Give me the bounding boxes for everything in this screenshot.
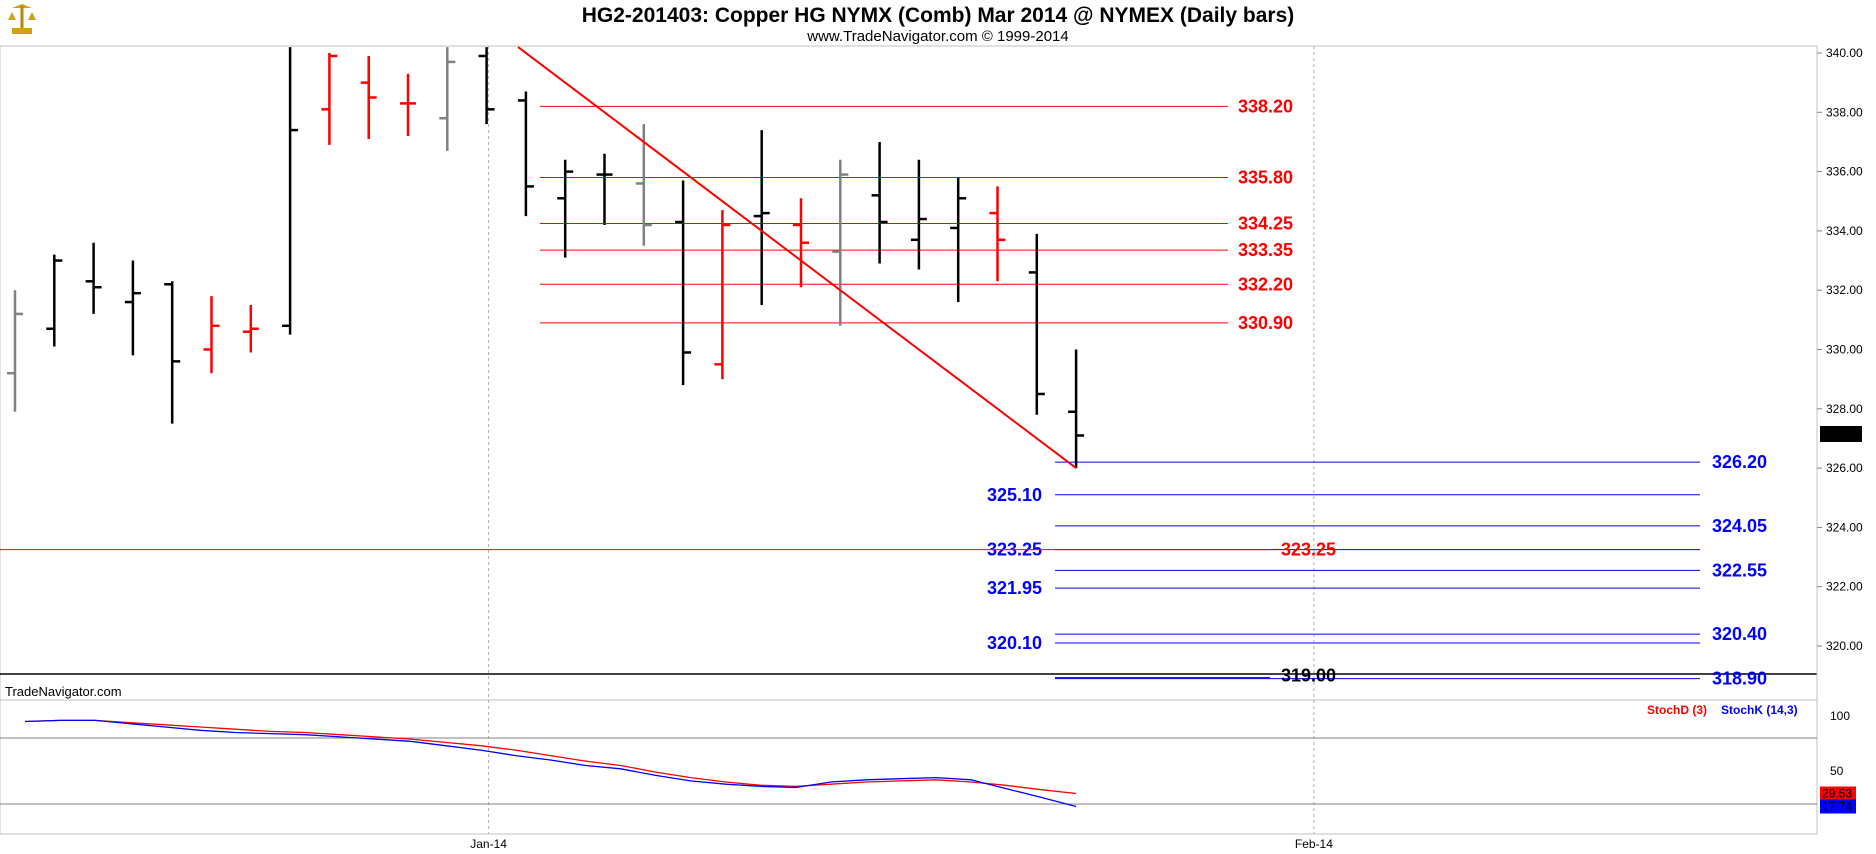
legend-stoch-d: StochD (3) xyxy=(1647,703,1707,717)
ohlc-bar xyxy=(950,177,967,303)
stoch-tick-label: 50 xyxy=(1830,764,1844,778)
price-tick-label: 324.00 xyxy=(1826,520,1863,534)
x-axis: Jan-14 Feb-14 xyxy=(0,833,1817,851)
price-tick-label: 340.00 xyxy=(1826,46,1863,60)
price-tick-label: 320.00 xyxy=(1826,639,1863,653)
ohlc-bar xyxy=(85,242,102,314)
price-tick-label: 322.00 xyxy=(1826,580,1863,594)
blue-level-label: 325.10 xyxy=(987,485,1042,505)
ohlc-bar xyxy=(439,47,456,151)
ohlc-bar xyxy=(1068,349,1085,469)
blue-level-label: 324.05 xyxy=(1712,516,1767,536)
x-tick-label: Feb-14 xyxy=(1295,837,1333,851)
ohlc-bar xyxy=(910,159,927,270)
red-level-label: 332.20 xyxy=(1238,274,1293,294)
ohlc-bar xyxy=(675,180,692,386)
stoch-k-last-marker xyxy=(1820,799,1856,814)
ohlc-bar xyxy=(714,210,731,380)
red-level-label: 335.80 xyxy=(1238,168,1293,188)
red-level-label: 334.25 xyxy=(1238,213,1293,233)
ohlc-bar xyxy=(164,281,181,424)
blue-level-label: 320.40 xyxy=(1712,624,1767,644)
price-bars xyxy=(7,47,1085,469)
last-price-marker xyxy=(1820,426,1862,443)
ohlc-bar xyxy=(242,305,259,353)
ohlc-bar xyxy=(793,198,809,288)
ohlc-bar xyxy=(557,159,574,258)
price-tick-label: 332.00 xyxy=(1826,283,1863,297)
ohlc-bar xyxy=(753,130,770,306)
ohlc-bar xyxy=(517,91,534,217)
vertical-gridlines xyxy=(488,46,1315,834)
ohlc-bar xyxy=(400,73,416,137)
ohlc-bar xyxy=(1028,233,1045,415)
extra-level-label: 319.00 xyxy=(1281,666,1336,686)
ohlc-bar xyxy=(596,153,613,225)
red-horizontal-label: 323.25 xyxy=(1281,540,1336,560)
price-axis: 340.00 338.00 336.00 334.00 332.00 330.00 328.… xyxy=(1816,46,1863,834)
x-tick-label: Jan-14 xyxy=(470,837,507,851)
red-level-label: 330.90 xyxy=(1238,313,1293,333)
stoch-k-last-label: 17.74 xyxy=(1822,799,1852,813)
ohlc-bar xyxy=(7,290,23,412)
ohlc-bar xyxy=(203,296,220,374)
ohlc-bar xyxy=(46,254,63,347)
legend-stoch-k: StochK (14,3) xyxy=(1721,703,1798,717)
price-levels: 338.20 335.80 334.25 333.35 332.20 330.90 326.… xyxy=(0,96,1767,689)
blue-level-label: 322.55 xyxy=(1712,560,1767,580)
trendline-layer xyxy=(517,46,1077,469)
blue-level-label: 321.95 xyxy=(987,578,1042,598)
stoch-k-line xyxy=(24,719,1077,808)
price-tick-label: 326.00 xyxy=(1826,461,1863,475)
blue-level-label: 318.90 xyxy=(1712,669,1767,689)
price-tick-label: 330.00 xyxy=(1826,343,1863,357)
price-tick-label: 338.00 xyxy=(1826,105,1863,119)
stoch-tick-label: 100 xyxy=(1830,709,1850,723)
ohlc-bar xyxy=(282,47,299,335)
ohlc-bar xyxy=(360,55,377,139)
trendline xyxy=(517,46,1077,469)
stoch-d-last-label: 29.53 xyxy=(1822,787,1852,801)
price-tick-label: 336.00 xyxy=(1826,165,1863,179)
ohlc-bar xyxy=(832,159,849,326)
ohlc-bar xyxy=(871,141,888,264)
stoch-d-last-marker xyxy=(1820,786,1856,801)
blue-level-label: 326.20 xyxy=(1712,452,1767,472)
blue-level-label: 320.10 xyxy=(987,633,1042,653)
ohlc-bar xyxy=(124,260,141,356)
price-tick-label: 334.00 xyxy=(1826,224,1863,238)
red-level-label: 333.35 xyxy=(1238,240,1293,260)
chart-title: HG2-201403: Copper HG NYMX (Comb) Mar 20… xyxy=(582,4,1295,27)
logo-icon xyxy=(6,4,38,36)
ohlc-bar xyxy=(989,186,1006,282)
ohlc-bar xyxy=(478,47,495,125)
stoch-d-line xyxy=(24,719,1077,795)
last-price-label: 327.15 xyxy=(1822,427,1859,441)
ohlc-bar xyxy=(635,124,652,246)
ohlc-bar xyxy=(321,53,338,145)
price-tick-label: 328.00 xyxy=(1826,402,1863,416)
plot-frame xyxy=(0,45,1818,835)
watermark: TradeNavigator.com xyxy=(5,684,122,699)
chart-subtitle: www.TradeNavigator.com © 1999-2014 xyxy=(806,28,1068,45)
red-level-label: 338.20 xyxy=(1238,96,1293,116)
